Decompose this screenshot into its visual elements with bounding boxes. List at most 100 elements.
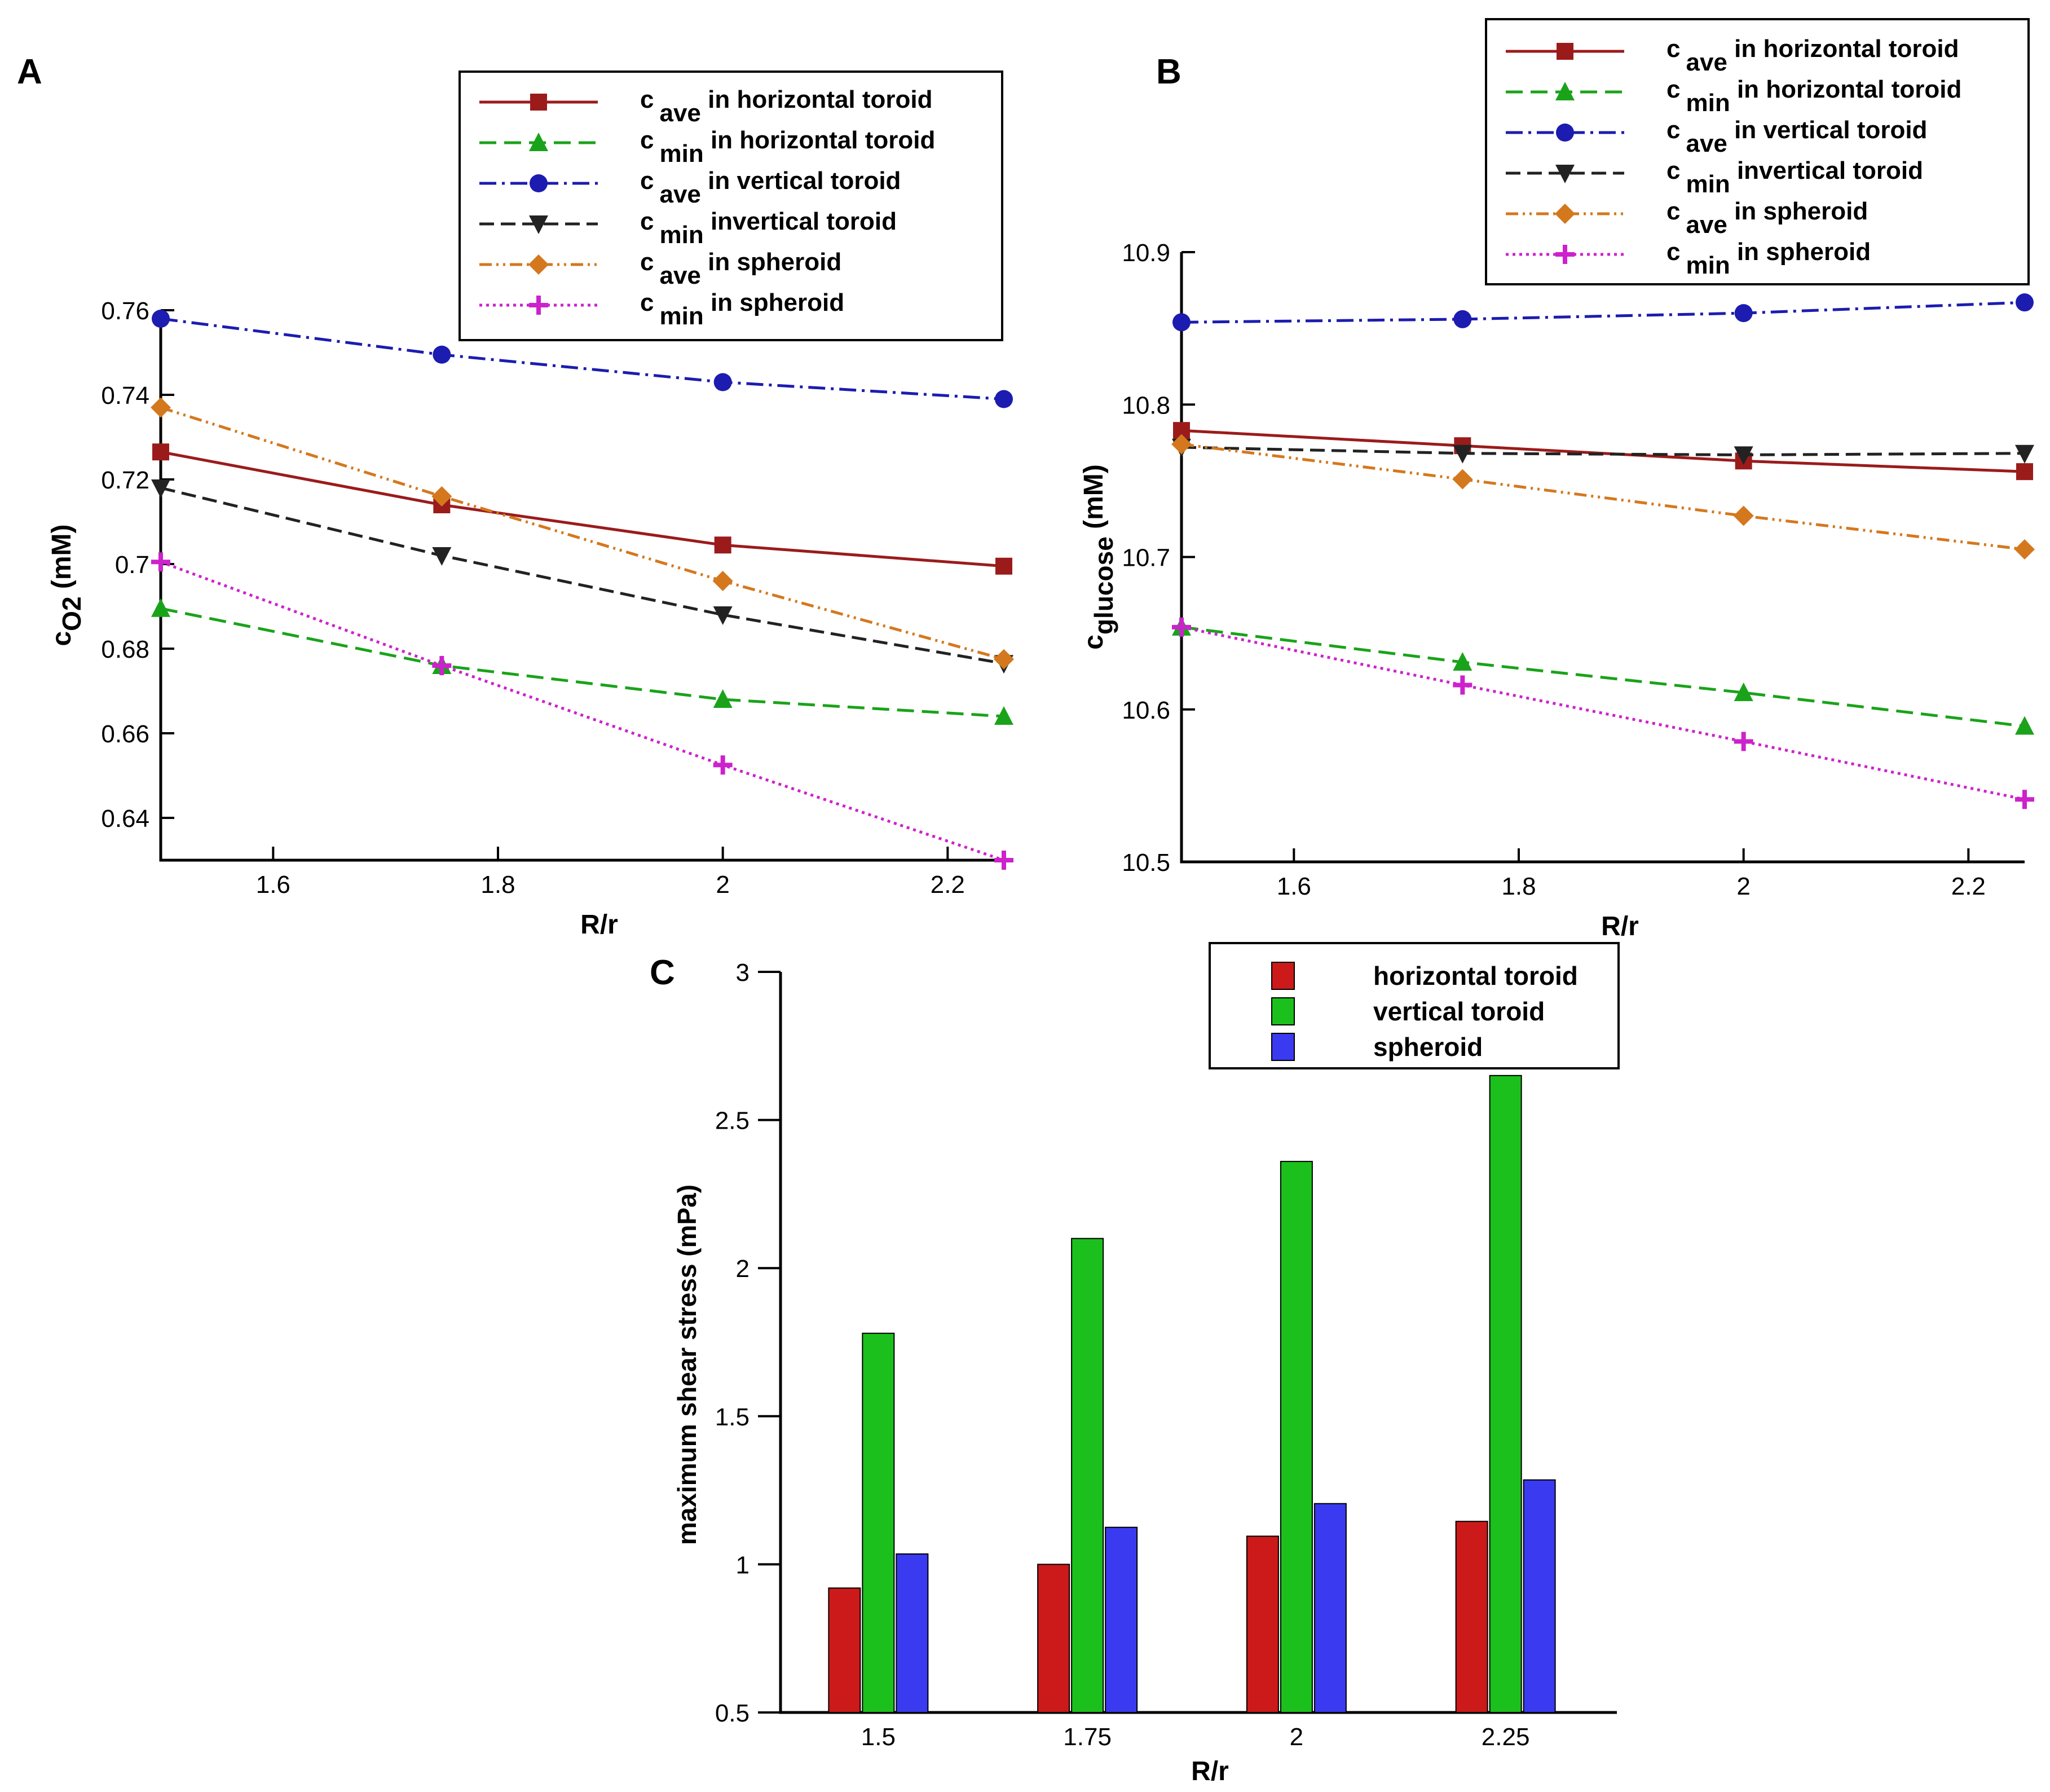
legend-marker [530,94,547,111]
x-tick-label: 1.75 [1063,1723,1112,1751]
series-line-6 [160,560,1004,862]
y-tick-label: 10.7 [1122,544,1170,572]
legend-label: vertical toroid [1373,997,1545,1026]
x-tick-label: 1.8 [1501,873,1536,900]
data-point-s3 [1734,304,1753,323]
bar-horizontal-toroid [1455,1521,1488,1714]
legend-box [459,71,1003,341]
legend-label-text: in spheroid [704,289,844,316]
legend-label: c min in horizontal toroid [640,126,935,168]
data-point-s5 [1733,505,1754,526]
legend-label-text: in horizontal toroid [1730,76,1962,103]
legend-label-prefix: c [640,248,654,276]
legend-label-sub: ave [1686,130,1727,157]
legend-marker [1556,124,1574,142]
legend-label-sub: ave [1686,211,1727,239]
legend-label-sub: min [1686,170,1730,198]
data-point-s6 [994,851,1013,870]
data-point-s6 [151,552,170,572]
legend-marker [529,296,548,315]
legend-swatch [1271,1033,1295,1061]
data-point-s4 [2015,444,2034,464]
bar-horizontal-toroid [1246,1535,1279,1714]
legend-label-sub: min [1686,89,1730,117]
y-tick-label: 0.68 [101,636,149,663]
legend-marker [528,254,549,275]
data-point-s4 [1453,444,1473,464]
legend-label-text: in vertical toroid [1727,116,1928,144]
legend-label-sub: min [659,302,703,330]
data-point-s2 [1453,651,1473,671]
y-axis-label: maximum shear stress (mPa) [672,1185,702,1545]
x-tick-label: 1.5 [861,1723,896,1751]
legend-label-prefix: c [640,289,654,316]
legend-label-prefix: c [640,167,654,195]
data-point-s4 [1734,446,1753,465]
data-point-s6 [713,755,733,775]
panel-a: A 0.64 0.66 0.68 0.7 0.72 0.74 0.76 1.6 1.8 2 2.2 R/… [17,52,1014,940]
data-point-s6 [2015,790,2034,809]
series-line-4 [160,486,1004,665]
y-axis-label-base: c [47,631,77,646]
legend-label-prefix: c [1667,197,1680,225]
x-tick-label: 2.25 [1482,1723,1530,1751]
y-tick-label: 0.5 [715,1699,750,1727]
series-line-1 [1181,429,2025,473]
data-point-s4 [151,479,170,498]
x-tick-label: 2.2 [1951,873,1986,900]
legend-label-text: in horizontal toroid [1727,35,1959,63]
legend-marker [1555,165,1575,183]
data-point-s2 [151,598,170,617]
legend-label-prefix: c [640,86,654,113]
y-tick-label: 0.72 [101,466,149,494]
series-line-2 [160,607,1004,718]
series-line-4 [1181,446,2025,456]
y-axis-label-base: c [1079,635,1109,650]
y-tick-label: 3 [736,959,750,987]
data-point-s3 [995,390,1013,408]
legend-label-prefix: c [1667,238,1680,266]
legend-marker [1555,204,1575,224]
bar-spheroid [1313,1503,1347,1713]
legend-label: c ave in vertical toroid [640,167,901,208]
bar-horizontal-toroid [828,1587,861,1714]
data-point-s2 [713,689,733,708]
legend-marker [1555,82,1575,100]
legend-label-prefix: c [1667,76,1680,103]
bar-vertical-toroid [1071,1238,1104,1713]
data-point-s3 [713,373,732,391]
y-tick-label: 10.6 [1122,697,1170,724]
legend-label-prefix: c [640,208,654,235]
legend-box [1485,18,2030,285]
series-line-5 [160,406,1004,661]
legend-label-text: in horizontal toroid [704,126,936,154]
series-line-5 [1181,443,2025,551]
axes-frame [1180,252,2025,864]
data-point-s6 [1172,617,1191,637]
panel-c: C 0.5 1 1.5 2 2.5 3 1.5 1.75 2 2.25 R/r maximum shea… [650,942,1620,1786]
legend-label: c ave in spheroid [1667,197,1868,239]
data-point-s6 [432,656,452,675]
legend: horizontal toroid vertical toroid spheroid [1209,942,1620,1069]
data-point-s3 [1172,313,1191,332]
panel-b: B10.510.610.710.810.91.6 1.8 2 2.2R/rcgluco… [1079,18,2035,941]
data-point-s2 [994,706,1013,725]
y-tick-label: 0.64 [101,805,149,833]
data-point-s4 [713,606,733,625]
data-point-s3 [152,310,170,328]
x-tick-label: 2 [1736,873,1750,900]
x-tick-label: 1.6 [1277,873,1311,900]
legend-label: c min invertical toroid [640,208,897,249]
x-tick-label: 2.2 [931,871,965,899]
y-axis-label-sub: glucose [1089,536,1118,635]
data-point-s5 [994,649,1014,670]
legend-label-prefix: c [1667,35,1680,63]
y-tick-label: 10.8 [1122,391,1170,419]
series-line-3 [160,317,1004,400]
legend-label: c min invertical toroid [1667,157,1923,198]
y-axis-label-unit: (mM) [1079,464,1109,536]
x-tick-label: 2 [1290,1723,1303,1751]
